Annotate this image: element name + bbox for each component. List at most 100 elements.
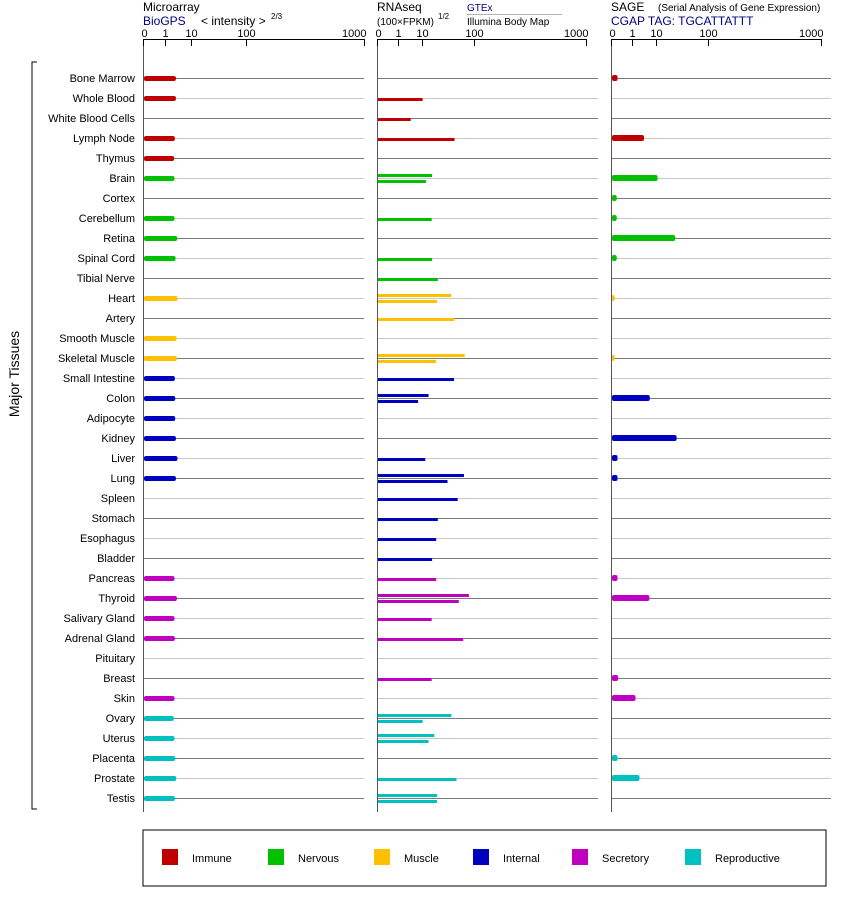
tissue-label-bladder: Bladder	[97, 553, 135, 565]
bar-biogps-small-intestine	[144, 376, 175, 381]
tissue-label-thymus: Thymus	[96, 153, 136, 165]
bar-gtex-prostate	[378, 778, 457, 781]
tissue-label-retina: Retina	[103, 233, 136, 245]
tissue-label-ovary: Ovary	[106, 713, 136, 725]
bar-biogps-salivary-gland	[144, 616, 175, 621]
tissue-label-cortex: Cortex	[103, 193, 136, 205]
tissue-label-spinal-cord: Spinal Cord	[78, 253, 135, 265]
bar-biogps-placenta	[144, 756, 176, 761]
bar-cgap-bone-marrow	[612, 75, 618, 81]
bar-cgap-liver	[612, 455, 618, 461]
bar-illumina-body-map-ovary	[378, 720, 423, 723]
bar-biogps-whole-blood	[144, 96, 176, 101]
cgap-tag-label[interactable]: CGAP TAG: TGCATTATTT	[611, 14, 754, 28]
biogps-label[interactable]: BioGPS	[143, 14, 186, 28]
sage-title: SAGE	[611, 0, 644, 14]
tissue-label-kidney: Kidney	[101, 433, 135, 445]
tissue-label-whole-blood: Whole Blood	[73, 93, 135, 105]
bar-gtex-ovary	[378, 714, 452, 717]
rnaseq-title: RNAseq	[377, 0, 422, 14]
tissue-label-uterus: Uterus	[103, 733, 136, 745]
bar-cgap-retina	[612, 235, 676, 241]
legend-swatch-muscle	[374, 849, 390, 865]
tissue-label-pancreas: Pancreas	[89, 573, 136, 585]
tissue-label-brain: Brain	[109, 173, 135, 185]
bar-biogps-liver	[144, 456, 178, 461]
microarray-title: Microarray	[143, 0, 200, 14]
bar-illumina-body-map-salivary-gland	[378, 618, 432, 621]
legend-swatch-nervous	[268, 849, 284, 865]
microarray-tick-label: 1000	[342, 28, 366, 40]
bar-illumina-body-map-colon	[378, 400, 419, 403]
bar-cgap-cortex	[612, 195, 617, 201]
bar-illumina-body-map-artery	[378, 318, 455, 321]
tissue-label-lung: Lung	[111, 473, 135, 485]
bar-illumina-body-map-testis	[378, 800, 438, 803]
bar-illumina-body-map-thyroid	[378, 600, 459, 603]
bar-biogps-lymph-node	[144, 136, 175, 141]
microarray-tick-label: 1	[162, 28, 168, 40]
bar-gtex-uterus	[378, 734, 435, 737]
rnaseq-header: RNAseq (100×FPKM) 1/2 GTEx Illumina Body…	[377, 0, 562, 28]
sage-tick-label: 1	[629, 28, 635, 40]
intensity-exponent: 2/3	[271, 12, 283, 21]
legend-label-internal: Internal	[503, 853, 540, 865]
tissue-label-breast: Breast	[103, 673, 135, 685]
bar-biogps-adrenal-gland	[144, 636, 175, 641]
legend-label-reproductive: Reproductive	[715, 853, 780, 865]
tissue-label-prostate: Prostate	[94, 773, 135, 785]
rnaseq-tick-label: 0	[376, 28, 382, 40]
bar-illumina-body-map-white-blood-cells	[378, 118, 411, 121]
tissue-label-cerebellum: Cerebellum	[79, 213, 135, 225]
tissue-label-thyroid: Thyroid	[98, 593, 135, 605]
sage-tick-label: 0	[610, 28, 616, 40]
bar-gtex-heart	[378, 294, 452, 297]
bar-biogps-cerebellum	[144, 216, 175, 221]
illumina-label: Illumina Body Map	[467, 17, 550, 28]
sage-subtitle: (Serial Analysis of Gene Expression)	[658, 3, 820, 14]
fpkm-exponent: 1/2	[438, 12, 450, 21]
bar-biogps-pancreas	[144, 576, 175, 581]
tissue-label-testis: Testis	[107, 793, 136, 805]
legend-swatch-internal	[473, 849, 489, 865]
bar-cgap-skin	[612, 695, 636, 701]
bar-cgap-skeletal-muscle	[612, 355, 615, 361]
tissue-label-adrenal-gland: Adrenal Gland	[65, 633, 135, 645]
bar-gtex-lung	[378, 474, 464, 477]
bar-gtex-skeletal-muscle	[378, 354, 465, 357]
rnaseq-tick-label: 1	[395, 28, 401, 40]
bar-biogps-colon	[144, 396, 176, 401]
bar-cgap-pancreas	[612, 575, 618, 581]
bar-gtex-cerebellum	[378, 218, 432, 221]
bar-biogps-bone-marrow	[144, 76, 176, 81]
bar-cgap-kidney	[612, 435, 677, 441]
bar-illumina-body-map-brain	[378, 180, 426, 183]
bar-gtex-breast	[378, 678, 432, 681]
bar-biogps-lung	[144, 476, 176, 481]
bar-biogps-skin	[144, 696, 175, 701]
tissue-label-pituitary: Pituitary	[95, 653, 135, 665]
rnaseq-tick-label: 10	[416, 28, 428, 40]
bar-gtex-pancreas	[378, 578, 437, 581]
tissue-label-placenta: Placenta	[92, 753, 136, 765]
bar-gtex-adrenal-gland	[378, 638, 464, 641]
rnaseq-tick-label: 1000	[564, 28, 588, 40]
fpkm-label: (100×FPKM)	[377, 17, 434, 28]
bar-gtex-stomach	[378, 518, 438, 521]
tissue-label-salivary-gland: Salivary Gland	[63, 613, 135, 625]
legend-label-muscle: Muscle	[404, 853, 439, 865]
gtex-label[interactable]: GTEx	[467, 3, 493, 14]
tissue-label-lymph-node: Lymph Node	[73, 133, 135, 145]
tissue-label-artery: Artery	[106, 313, 136, 325]
microarray-tick-label: 10	[185, 28, 197, 40]
bar-biogps-thyroid	[144, 596, 177, 601]
bar-cgap-heart	[612, 295, 615, 301]
microarray-tick-label: 0	[142, 28, 148, 40]
legend-swatch-reproductive	[685, 849, 701, 865]
bar-cgap-thyroid	[612, 595, 650, 601]
tissue-label-liver: Liver	[111, 453, 135, 465]
bar-biogps-brain	[144, 176, 175, 181]
tissue-label-small-intestine: Small Intestine	[63, 373, 135, 385]
tissue-label-skin: Skin	[114, 693, 135, 705]
bar-gtex-esophagus	[378, 538, 437, 541]
